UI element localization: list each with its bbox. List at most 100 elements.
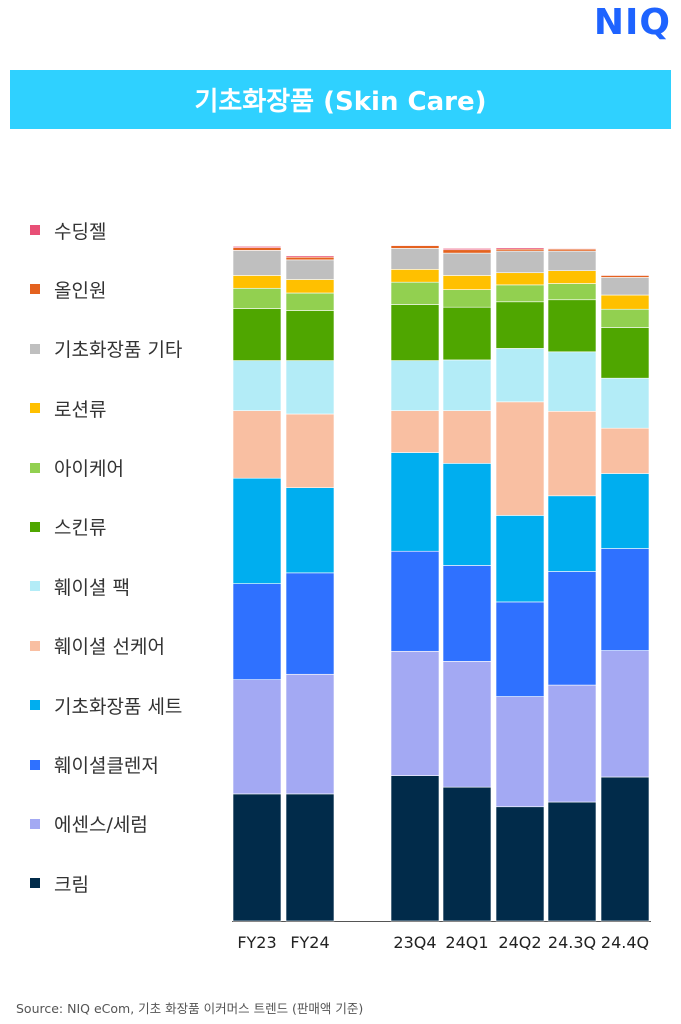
bar-segment (285, 292, 335, 311)
bar-segment (232, 793, 282, 922)
bar-segment (232, 583, 282, 680)
bar-segment (390, 650, 440, 776)
bar-segment (232, 250, 282, 276)
bar-segment (390, 452, 440, 552)
bar-segment (232, 360, 282, 411)
bar-segment (495, 696, 545, 808)
bar-segment (600, 327, 650, 379)
legend-label: 기초화장품 세트 (54, 695, 183, 718)
legend-swatch (30, 581, 40, 592)
bar-segment (600, 294, 650, 310)
bar-segment (442, 359, 492, 411)
legend-label: 기초화장품 기타 (54, 339, 183, 362)
bar-segment (442, 275, 492, 290)
bar-segment (600, 427, 650, 474)
bar-segment (600, 650, 650, 778)
bar-segment (390, 360, 440, 411)
bar-segment (495, 250, 545, 274)
legend-swatch (30, 700, 40, 711)
bar-segment (495, 284, 545, 303)
bar-segment (547, 248, 597, 250)
bar-segment (285, 256, 335, 261)
bar-segment (600, 776, 650, 922)
bar-segment (547, 495, 597, 572)
source-note: Source: NIQ eCom, 기초 화장품 이커머스 트렌드 (판매액 기… (16, 1001, 364, 1016)
bar-segment (495, 248, 545, 252)
legend-swatch (30, 462, 40, 473)
bar-segment (600, 275, 650, 278)
legend-item: 에센스/세럼 (30, 809, 230, 839)
bar-segment (232, 410, 282, 479)
bar-segment (547, 410, 597, 497)
bar-segment (232, 246, 282, 249)
bar-segment (442, 248, 492, 251)
legend-swatch (30, 403, 40, 414)
bar-segment (285, 572, 335, 675)
bar-segment (495, 515, 545, 603)
legend-item: 로션류 (30, 393, 230, 423)
legend-label: 훼이셜클렌저 (54, 755, 159, 778)
x-tick-label: 23Q4 (393, 933, 436, 952)
bar-segment (495, 272, 545, 286)
legend-label: 스킨류 (54, 517, 107, 540)
bar-segment (547, 283, 597, 301)
legend-item: 훼이셜클렌저 (30, 750, 230, 780)
bar-segment (547, 250, 597, 271)
bar-segment (547, 351, 597, 412)
bar-segment (600, 277, 650, 296)
legend-item: 기초화장품 세트 (30, 690, 230, 720)
bar-segment (232, 275, 282, 289)
bar-segment (390, 269, 440, 283)
x-tick-label: 24Q2 (498, 933, 541, 952)
bar-segment (232, 477, 282, 584)
bar-segment (232, 308, 282, 361)
bar-segment (285, 487, 335, 574)
legend-label: 로션류 (54, 398, 107, 421)
legend-swatch (30, 284, 40, 295)
bar-segment (600, 377, 650, 429)
bar-segment (495, 806, 545, 922)
bar-segment (495, 348, 545, 403)
bar-segment (232, 287, 282, 309)
bar-segment (442, 306, 492, 361)
legend-swatch (30, 640, 40, 651)
bar-segment (285, 413, 335, 488)
bar-segment (285, 360, 335, 415)
bar-segment (600, 548, 650, 651)
legend-label: 에센스/세럼 (54, 814, 148, 837)
legend-label: 아이케어 (54, 458, 124, 481)
bar-segment (390, 245, 440, 249)
legend-swatch (30, 878, 40, 889)
legend-item: 크림 (30, 868, 230, 898)
bar-segment (547, 571, 597, 686)
x-tick-label: FY23 (237, 933, 276, 952)
bar-segment (495, 601, 545, 697)
bar-segment (442, 565, 492, 662)
legend-item: 스킨류 (30, 512, 230, 542)
bar-segment (390, 281, 440, 305)
legend-swatch (30, 759, 40, 770)
page-title: 기초화장품 (Skin Care) (10, 70, 671, 129)
legend-item: 훼이셜 선케어 (30, 631, 230, 661)
bar-segment (600, 308, 650, 328)
legend-item: 올인원 (30, 274, 230, 304)
legend-label: 올인원 (54, 279, 107, 302)
legend-label: 훼이셜 선케어 (54, 636, 165, 659)
bar-segment (547, 248, 597, 252)
niq-logo: NIQ (593, 1, 671, 43)
legend-item: 훼이셜 팩 (30, 571, 230, 601)
bar-segment (442, 249, 492, 254)
legend-label: 수딩젤 (54, 220, 107, 243)
bar-segment (600, 274, 650, 276)
bar-segment (390, 244, 440, 246)
bar-segment (547, 684, 597, 803)
bar-segment (547, 801, 597, 922)
x-tick-label: 24.4Q (601, 933, 649, 952)
legend-item: 아이케어 (30, 453, 230, 483)
legend-label: 크림 (54, 873, 89, 896)
bar-segment (442, 410, 492, 464)
bar-segment (495, 247, 545, 250)
bar-segment (285, 259, 335, 280)
